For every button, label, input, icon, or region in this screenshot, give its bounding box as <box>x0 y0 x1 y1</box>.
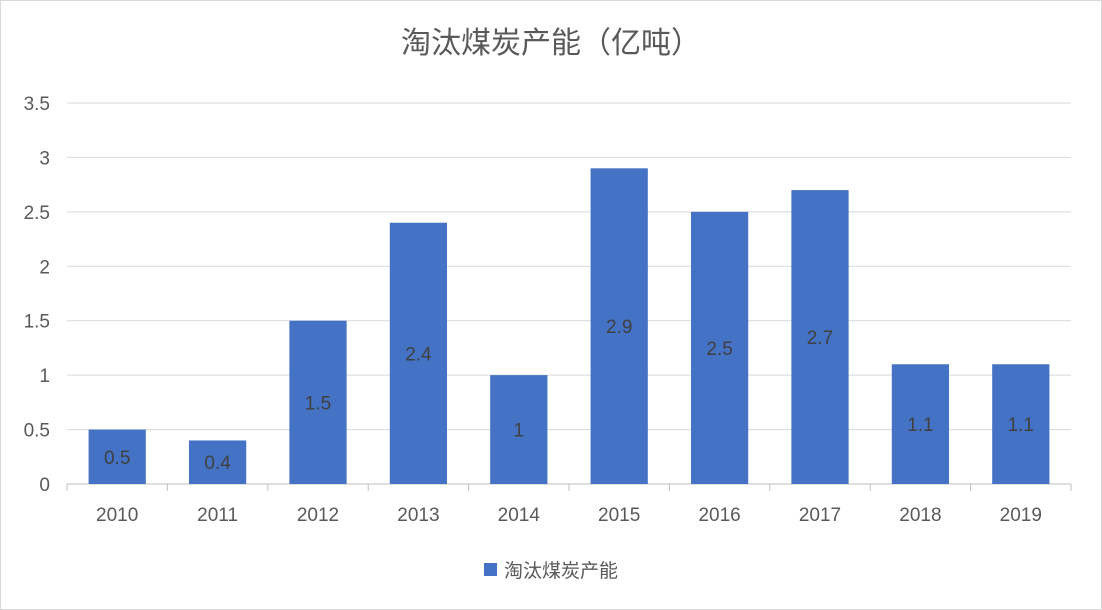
y-tick-label: 0.5 <box>24 421 50 442</box>
bar <box>690 211 749 484</box>
x-tick-label: 2019 <box>1000 505 1042 526</box>
legend-label: 淘汰煤炭产能 <box>503 560 618 582</box>
y-tick-label: 0 <box>39 475 50 496</box>
bar <box>891 364 950 484</box>
data-label: 1.5 <box>305 393 331 414</box>
legend: 淘汰煤炭产能 <box>0 556 1102 583</box>
data-label: 0.4 <box>204 453 231 474</box>
y-tick-label: 3 <box>39 148 50 169</box>
data-label: 2.4 <box>405 344 432 365</box>
bar <box>490 375 548 484</box>
x-tick-label: 2016 <box>698 505 740 526</box>
y-tick-label: 1 <box>39 366 50 387</box>
data-label: 2.7 <box>807 328 833 349</box>
y-tick-label: 1.5 <box>24 312 50 333</box>
x-tick-label: 2014 <box>498 505 541 526</box>
bar <box>590 168 648 485</box>
bar <box>88 429 146 484</box>
x-tick-label: 2015 <box>598 505 640 526</box>
data-label: 1 <box>514 421 525 442</box>
x-tick-label: 2018 <box>899 505 941 526</box>
x-tick-label: 2011 <box>197 505 238 526</box>
bar <box>389 222 448 484</box>
data-label: 2.5 <box>706 339 732 360</box>
y-tick-label: 3.5 <box>24 94 50 115</box>
x-tick-label: 2017 <box>799 505 841 526</box>
y-tick-label: 2.5 <box>24 203 50 224</box>
data-label: 1.1 <box>1008 415 1034 436</box>
x-tick-label: 2012 <box>297 505 339 526</box>
x-tick-label: 2010 <box>96 505 138 526</box>
bar <box>188 440 247 484</box>
y-tick-label: 2 <box>39 257 50 278</box>
data-label: 0.5 <box>104 448 130 469</box>
legend-swatch <box>483 563 497 576</box>
chart-title: 淘汰煤炭产能（亿吨） <box>401 26 701 61</box>
bar <box>289 320 347 484</box>
bar <box>992 364 1050 484</box>
data-label: 1.1 <box>907 415 933 436</box>
bar <box>791 190 849 485</box>
data-label: 2.9 <box>606 317 632 338</box>
x-tick-label: 2013 <box>397 505 439 526</box>
